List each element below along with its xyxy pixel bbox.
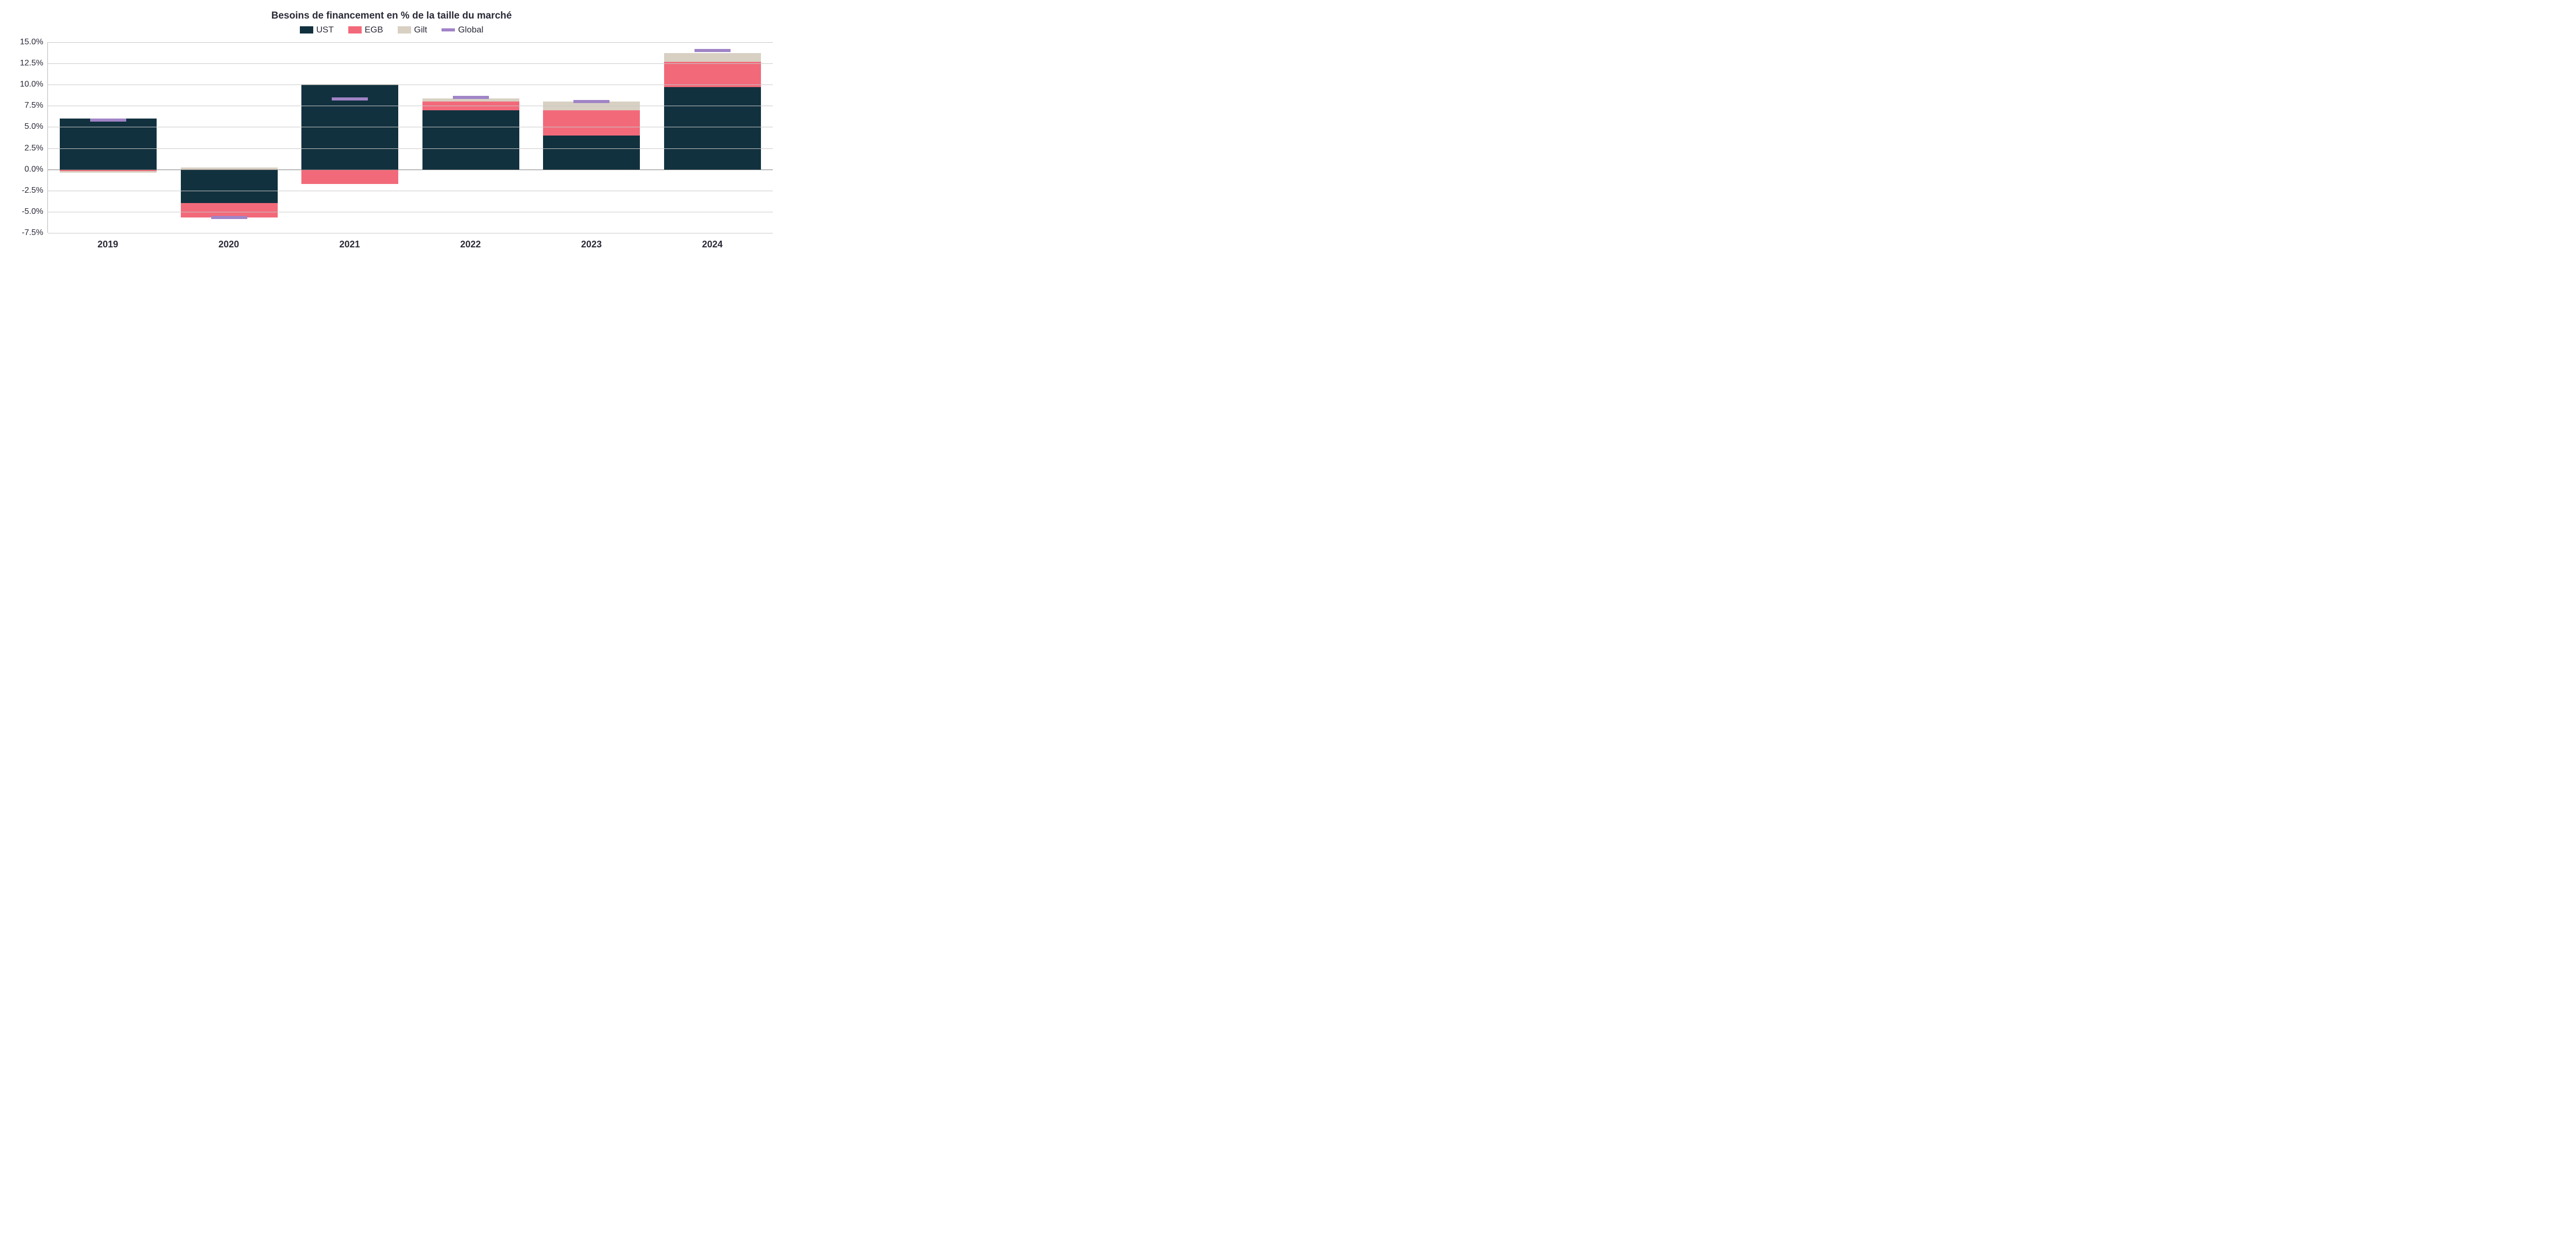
x-axis: 201920202021202220232024: [47, 239, 773, 250]
bar-seg-egb: [181, 203, 278, 217]
financing-needs-chart: Besoins de financement en % de la taille…: [0, 0, 783, 265]
legend-swatch-global: [442, 28, 455, 31]
legend-swatch-egb: [348, 26, 362, 33]
bar-seg-egb: [543, 110, 640, 136]
gridline: [48, 148, 773, 149]
bar-seg-ust: [181, 170, 278, 204]
bar-seg-ust: [543, 136, 640, 170]
y-tick-label: 12.5%: [20, 59, 43, 68]
x-tick-label: 2023: [531, 239, 652, 250]
global-marker: [90, 119, 126, 122]
gridline: [48, 42, 773, 43]
y-axis: 15.0%12.5%10.0%7.5%5.0%2.5%0.0%-2.5%-5.0…: [10, 42, 47, 233]
bars-layer: [48, 42, 773, 233]
y-tick-label: 7.5%: [25, 101, 43, 110]
category-slot: [652, 42, 773, 233]
x-tick-label: 2021: [289, 239, 410, 250]
category-slot: [169, 42, 290, 233]
y-tick-label: -7.5%: [22, 228, 43, 238]
bar-seg-ust: [422, 110, 519, 170]
plot-container: 15.0%12.5%10.0%7.5%5.0%2.5%0.0%-2.5%-5.0…: [10, 42, 773, 233]
chart-legend: UST EGB Gilt Global: [10, 25, 773, 35]
legend-item-global: Global: [442, 25, 483, 35]
bar-seg-ust: [60, 119, 157, 170]
bar-seg-gilt: [60, 171, 157, 173]
y-tick-label: 2.5%: [25, 144, 43, 153]
bar-seg-ust: [664, 87, 761, 170]
bar-seg-egb: [664, 62, 761, 87]
category-slot: [411, 42, 532, 233]
x-tick-label: 2022: [410, 239, 531, 250]
legend-item-gilt: Gilt: [398, 25, 428, 35]
bar-seg-egb: [301, 170, 398, 184]
bar-seg-gilt: [664, 53, 761, 61]
x-tick-label: 2020: [168, 239, 290, 250]
y-tick-label: 15.0%: [20, 38, 43, 47]
global-marker: [332, 97, 368, 100]
legend-swatch-gilt: [398, 26, 411, 33]
x-tick-label: 2019: [47, 239, 168, 250]
legend-item-ust: UST: [300, 25, 334, 35]
y-tick-label: 10.0%: [20, 80, 43, 89]
y-tick-label: 5.0%: [25, 122, 43, 131]
global-marker: [573, 100, 609, 103]
category-slot: [531, 42, 652, 233]
category-slot: [290, 42, 411, 233]
legend-label-global: Global: [458, 25, 483, 35]
legend-item-egb: EGB: [348, 25, 383, 35]
chart-title: Besoins de financement en % de la taille…: [10, 10, 773, 22]
y-tick-label: 0.0%: [25, 165, 43, 174]
global-marker: [694, 49, 731, 52]
x-tick-label: 2024: [652, 239, 773, 250]
gridline: [48, 63, 773, 64]
legend-label-gilt: Gilt: [414, 25, 428, 35]
legend-label-ust: UST: [316, 25, 334, 35]
plot-area: [47, 42, 773, 233]
global-marker: [211, 216, 247, 219]
global-marker: [453, 96, 489, 99]
category-slot: [48, 42, 169, 233]
y-tick-label: -2.5%: [22, 186, 43, 195]
legend-swatch-ust: [300, 26, 313, 33]
y-tick-label: -5.0%: [22, 207, 43, 216]
legend-label-egb: EGB: [365, 25, 383, 35]
zero-axis-line: [48, 170, 773, 171]
